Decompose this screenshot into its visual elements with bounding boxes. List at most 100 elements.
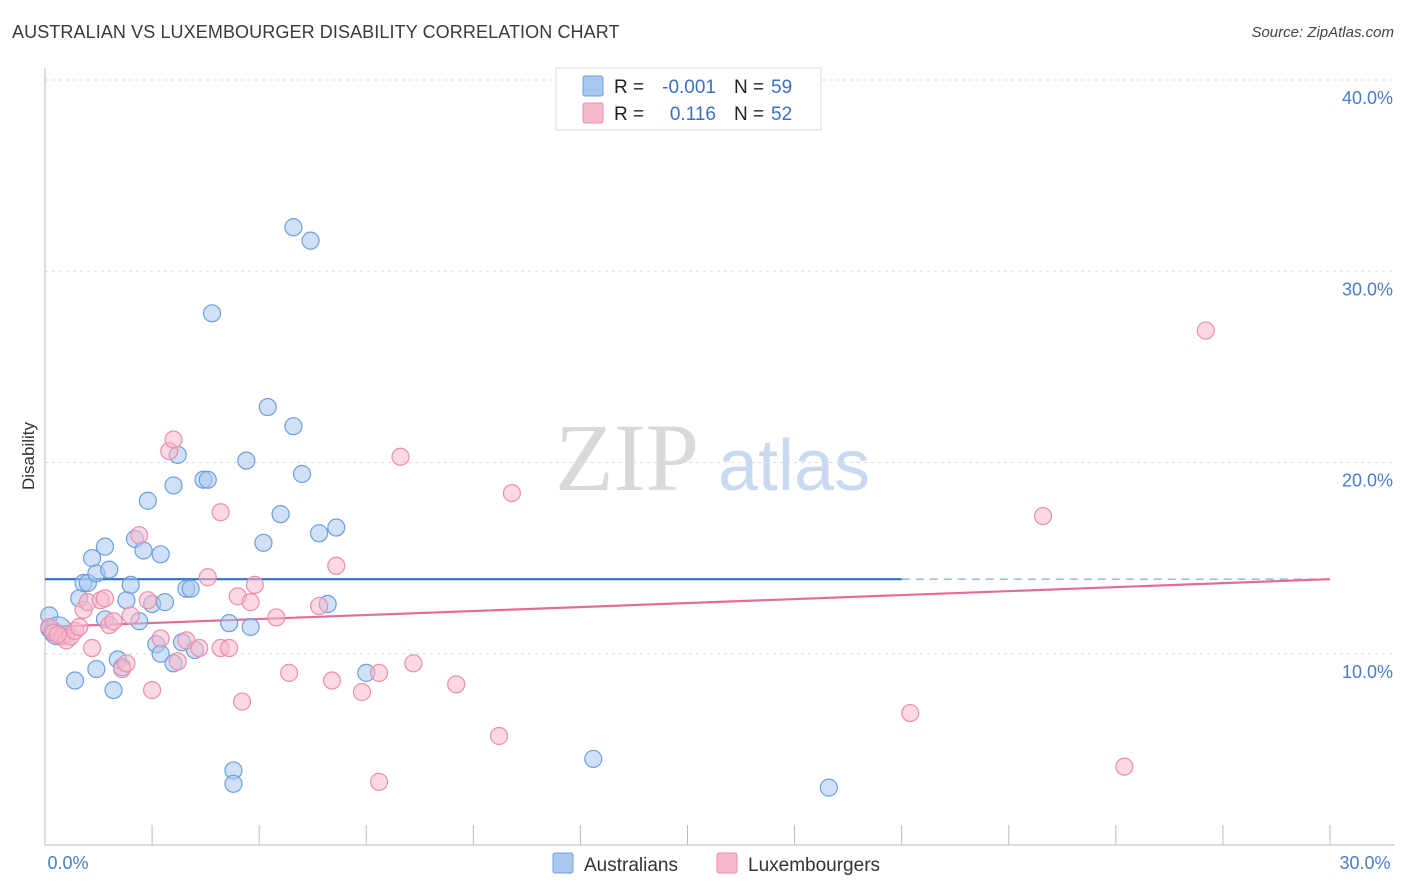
point-australians-28 [151,545,170,564]
point-luxembourgers-37 [322,671,342,690]
grid [45,79,1395,655]
chart-title: AUSTRALIAN VS LUXEMBOURGER DISABILITY CO… [12,22,620,42]
bottom-legend-swatch-luxembourgers [716,852,738,874]
point-australians-54 [327,518,346,537]
point-australians-48 [284,417,303,436]
point-australians-20 [121,575,140,595]
point-luxembourgers-34 [267,608,286,627]
point-luxembourgers-46 [502,484,521,503]
y-axis-label: Disability [19,421,38,490]
point-luxembourgers-43 [404,654,423,673]
point-luxembourgers-18 [138,591,157,610]
point-australians-50 [292,464,312,484]
legend-swatch-blue [582,75,604,97]
point-luxembourgers-13 [104,612,123,631]
point-luxembourgers-49 [1115,757,1134,776]
point-australians-16 [104,680,123,700]
point-luxembourgers-16 [121,606,140,625]
point-australians-39 [202,304,222,323]
y-tick-label-30: 30.0% [1342,279,1393,299]
point-luxembourgers-41 [370,772,389,791]
watermark-zip: ZIP [555,404,699,511]
point-luxembourgers-15 [117,654,136,673]
point-luxembourgers-51 [48,625,67,644]
point-australians-30 [164,476,183,495]
point-australians-46 [258,397,277,417]
x-tick-label-min: 0.0% [47,853,88,873]
point-australians-45 [254,533,273,552]
point-luxembourgers-28 [211,503,230,522]
point-australians-44 [241,617,260,637]
legend-r-value-1: -0.001 [662,77,716,98]
point-australians-35 [181,579,200,598]
y-tick-label-20: 20.0% [1342,471,1393,491]
bottom-legend-swatch-australians [552,852,574,874]
legend-n-value-2: 52 [771,104,792,125]
point-luxembourgers-23 [168,652,187,671]
point-luxembourgers-31 [232,692,252,711]
source-label: Source: ZipAtlas.com [1251,24,1394,41]
point-luxembourgers-22 [164,430,183,449]
point-luxembourgers-29 [220,638,239,658]
point-luxembourgers-39 [352,682,372,702]
x-tick-label-max: 30.0% [1339,853,1390,873]
point-luxembourgers-48 [1033,506,1053,526]
point-luxembourgers-44 [447,675,466,694]
y-tick-label-10: 10.0% [1342,662,1393,682]
legend-r-label-2: R = [614,104,644,125]
point-luxembourgers-17 [130,526,149,545]
point-australians-14 [95,537,115,556]
point-australians-43 [237,451,256,470]
point-luxembourgers-11 [95,589,115,608]
trend-line-luxembourgers [44,578,1331,629]
point-luxembourgers-20 [151,629,170,648]
point-australians-12 [87,659,106,679]
point-australians-29 [155,593,175,612]
point-luxembourgers-19 [142,680,162,700]
point-luxembourgers-36 [310,596,329,616]
point-luxembourgers-47 [901,703,920,723]
legend-r-value-2: 0.116 [670,104,716,125]
legend-n-value-1: 59 [771,77,792,98]
bottom-legend: Australians Luxembourgers [552,852,880,876]
point-luxembourgers-40 [370,663,389,682]
legend: R = -0.001 N = 59 R = 0.116 N = 52 [555,67,822,131]
point-australians-38 [198,470,217,489]
point-australians-51 [301,231,320,250]
data-points [40,218,1215,797]
legend-r-label-1: R = [614,77,644,98]
point-luxembourgers-45 [489,726,509,746]
point-luxembourgers-50 [1196,321,1215,340]
point-luxembourgers-42 [391,447,410,466]
point-luxembourgers-26 [198,568,217,587]
point-australians-6 [65,671,85,690]
legend-n-label-2: N = [734,104,764,125]
point-australians-40 [220,614,239,633]
point-australians-57 [819,778,838,797]
point-australians-15 [100,560,119,579]
legend-n-label-1: N = [734,77,764,98]
bottom-legend-australians: Australians [584,855,678,876]
point-luxembourgers-38 [327,556,346,575]
legend-swatch-pink [582,102,604,124]
point-australians-56 [584,749,603,769]
point-australians-24 [138,491,157,510]
point-australians-49 [284,218,303,237]
point-luxembourgers-35 [280,663,299,682]
trend-lines [44,578,1331,629]
point-luxembourgers-25 [190,638,209,658]
point-luxembourgers-9 [83,638,102,658]
axes [44,68,1395,846]
bottom-legend-luxembourgers: Luxembourgers [748,855,880,876]
point-australians-23 [134,541,153,560]
tick-labels: 10.0% 20.0% 30.0% 40.0% 0.0% 30.0% [47,88,1393,873]
y-tick-label-40: 40.0% [1342,88,1393,108]
watermark-atlas: atlas [718,426,870,506]
point-australians-19 [117,591,136,610]
point-luxembourgers-32 [241,593,260,612]
point-australians-47 [271,505,290,524]
point-luxembourgers-33 [245,575,264,595]
point-luxembourgers-6 [70,617,89,637]
point-australians-52 [310,524,329,543]
